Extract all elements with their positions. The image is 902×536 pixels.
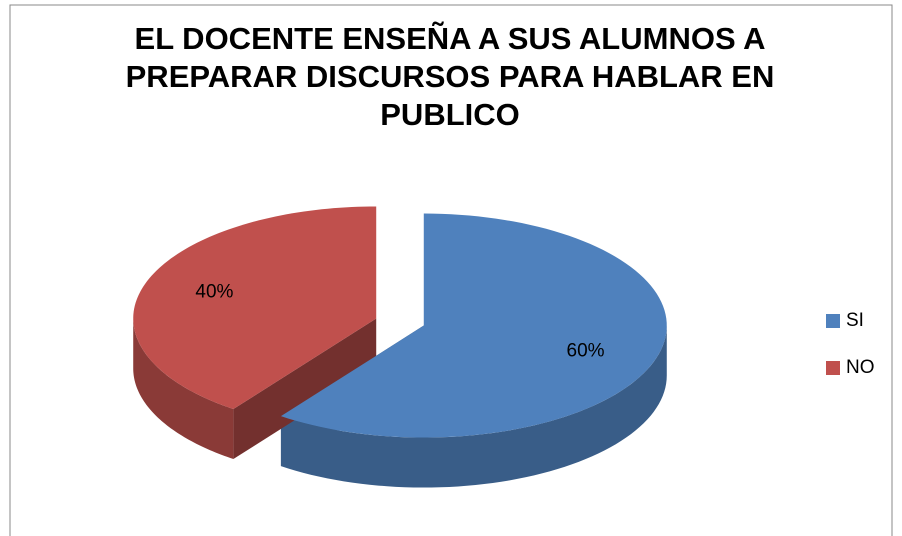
- legend-label: SI: [846, 310, 864, 331]
- legend-swatch: [826, 361, 840, 375]
- pie-tops: [133, 206, 667, 438]
- slice-side: [233, 318, 377, 460]
- data-label: 40%: [195, 281, 233, 302]
- slice-wall: [133, 318, 234, 460]
- chart-border: [9, 4, 893, 536]
- slice-wall: [280, 325, 667, 488]
- data-label: 60%: [567, 341, 605, 362]
- legend-label: NO: [846, 357, 875, 378]
- legend-swatch: [826, 314, 840, 328]
- slice: [280, 213, 667, 438]
- slice: [133, 206, 377, 410]
- chart-title: EL DOCENTE ENSEÑA A SUS ALUMNOS A PREPAR…: [125, 21, 775, 132]
